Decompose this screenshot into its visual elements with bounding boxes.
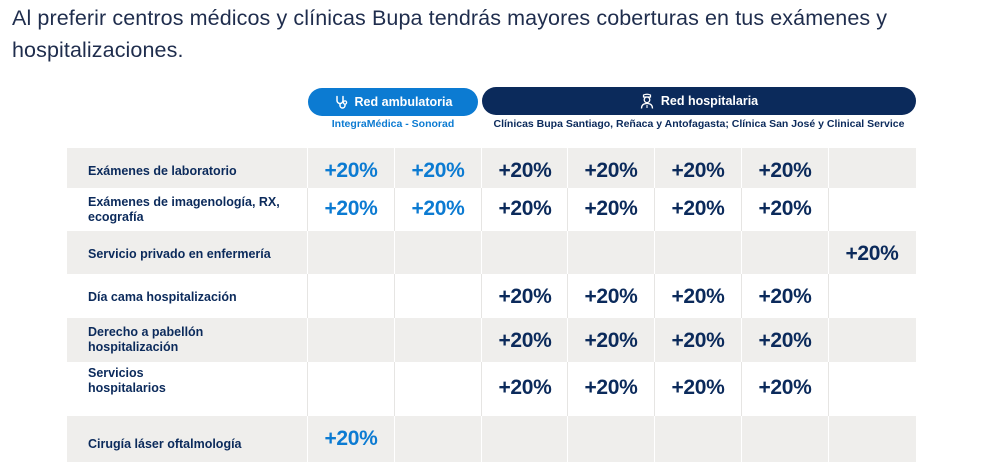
column-divider: [741, 148, 742, 188]
table-row: Servicio privado en enfermería +20%: [67, 231, 916, 274]
column-divider: [481, 362, 482, 416]
row-label: Servicio privado en enfermería: [88, 247, 271, 261]
hospital-coverage-value: +20%: [584, 376, 638, 399]
row-label: Cirugía láser oftalmología: [88, 437, 242, 451]
hospital-coverage-value: +20%: [758, 197, 812, 220]
column-divider: [567, 362, 568, 416]
row-label: Día cama hospitalización: [88, 290, 237, 304]
hospital-network-label: Red hospitalaria: [660, 94, 759, 108]
ambulatory-coverage-value: +20%: [324, 427, 378, 450]
column-divider: [828, 148, 829, 188]
hospital-coverage-value: +20%: [498, 197, 552, 220]
column-divider: [567, 416, 568, 462]
column-divider: [307, 188, 308, 231]
column-divider: [307, 416, 308, 462]
column-divider: [828, 416, 829, 462]
column-divider: [654, 188, 655, 231]
hospital-coverage-value: +20%: [671, 159, 725, 182]
row-label: Exámenes de imagenología, RX, ecografía: [88, 195, 280, 224]
column-divider: [741, 274, 742, 318]
column-divider: [828, 318, 829, 362]
column-divider: [741, 188, 742, 231]
column-divider: [481, 416, 482, 462]
hospital-coverage-value: +20%: [584, 285, 638, 308]
column-divider: [741, 362, 742, 416]
hospital-coverage-value: +20%: [671, 329, 725, 352]
hospital-coverage-value: +20%: [498, 285, 552, 308]
column-divider: [654, 231, 655, 274]
column-divider: [567, 274, 568, 318]
column-divider: [481, 188, 482, 231]
column-divider: [481, 274, 482, 318]
row-label: Exámenes de laboratorio: [88, 164, 237, 178]
column-divider: [828, 274, 829, 318]
stethoscope-icon: [335, 95, 347, 109]
column-divider: [394, 416, 395, 462]
column-divider: [828, 188, 829, 231]
ambulatory-network-providers: IntegraMédica - Sonorad: [331, 118, 455, 130]
column-divider: [394, 274, 395, 318]
column-divider: [567, 231, 568, 274]
row-label: Derecho a pabellón hospitalización: [88, 325, 204, 354]
column-divider: [307, 231, 308, 274]
column-divider: [481, 318, 482, 362]
hospital-coverage-value: +20%: [758, 329, 812, 352]
ambulatory-network-badge: Red ambulatoria: [308, 88, 478, 116]
hospital-coverage-value: +20%: [845, 242, 899, 265]
intro-text: Al preferir centros médicos y clínicas B…: [12, 6, 888, 62]
row-label: Servicios hospitalarios: [88, 366, 166, 395]
ambulatory-network-label: Red ambulatoria: [354, 95, 453, 109]
column-divider: [307, 148, 308, 188]
hospital-coverage-value: +20%: [671, 197, 725, 220]
ambulatory-coverage-value: +20%: [411, 159, 465, 182]
column-divider: [394, 362, 395, 416]
hospital-coverage-value: +20%: [671, 285, 725, 308]
hospital-network-providers: Clínicas Bupa Santiago, Reñaca y Antofag…: [493, 118, 905, 130]
table-row: Servicios hospitalarios +20% +20% +20% +20%: [67, 362, 916, 416]
ambulatory-coverage-value: +20%: [324, 159, 378, 182]
column-divider: [307, 274, 308, 318]
hospital-coverage-value: +20%: [498, 159, 552, 182]
column-divider: [828, 231, 829, 274]
table-row: Exámenes de laboratorio +20% +20% +20% +20% +…: [67, 148, 916, 188]
column-divider: [394, 231, 395, 274]
column-divider: [394, 318, 395, 362]
hospital-coverage-value: +20%: [671, 376, 725, 399]
column-divider: [567, 318, 568, 362]
hospital-coverage-value: +20%: [758, 159, 812, 182]
column-divider: [654, 148, 655, 188]
column-divider: [654, 318, 655, 362]
hospital-coverage-value: +20%: [758, 285, 812, 308]
column-divider: [654, 362, 655, 416]
column-divider: [394, 188, 395, 231]
hospital-coverage-value: +20%: [584, 197, 638, 220]
column-divider: [741, 231, 742, 274]
hospital-coverage-value: +20%: [584, 329, 638, 352]
table-row: Exámenes de imagenología, RX, ecografía +…: [67, 188, 916, 231]
table-row: Cirugía láser oftalmología +20%: [67, 416, 916, 462]
column-divider: [741, 318, 742, 362]
column-divider: [654, 416, 655, 462]
column-divider: [567, 188, 568, 231]
hospital-coverage-value: +20%: [498, 329, 552, 352]
hospital-network-badge: Red hospitalaria: [482, 87, 916, 115]
nurse-icon: [640, 93, 654, 109]
ambulatory-coverage-value: +20%: [411, 197, 465, 220]
coverage-table: Exámenes de laboratorio +20% +20% +20% +20% +…: [67, 148, 916, 462]
table-row: Derecho a pabellón hospitalización +20% +2…: [67, 318, 916, 362]
column-divider: [307, 362, 308, 416]
column-divider: [567, 148, 568, 188]
column-divider: [394, 148, 395, 188]
column-divider: [481, 148, 482, 188]
column-divider: [741, 416, 742, 462]
hospital-coverage-value: +20%: [498, 376, 552, 399]
column-divider: [307, 318, 308, 362]
column-divider: [654, 274, 655, 318]
table-row: Día cama hospitalización +20% +20% +20% +20%: [67, 274, 916, 318]
column-divider: [481, 231, 482, 274]
hospital-coverage-value: +20%: [758, 376, 812, 399]
hospital-coverage-value: +20%: [584, 159, 638, 182]
column-divider: [828, 362, 829, 416]
ambulatory-coverage-value: +20%: [324, 197, 378, 220]
